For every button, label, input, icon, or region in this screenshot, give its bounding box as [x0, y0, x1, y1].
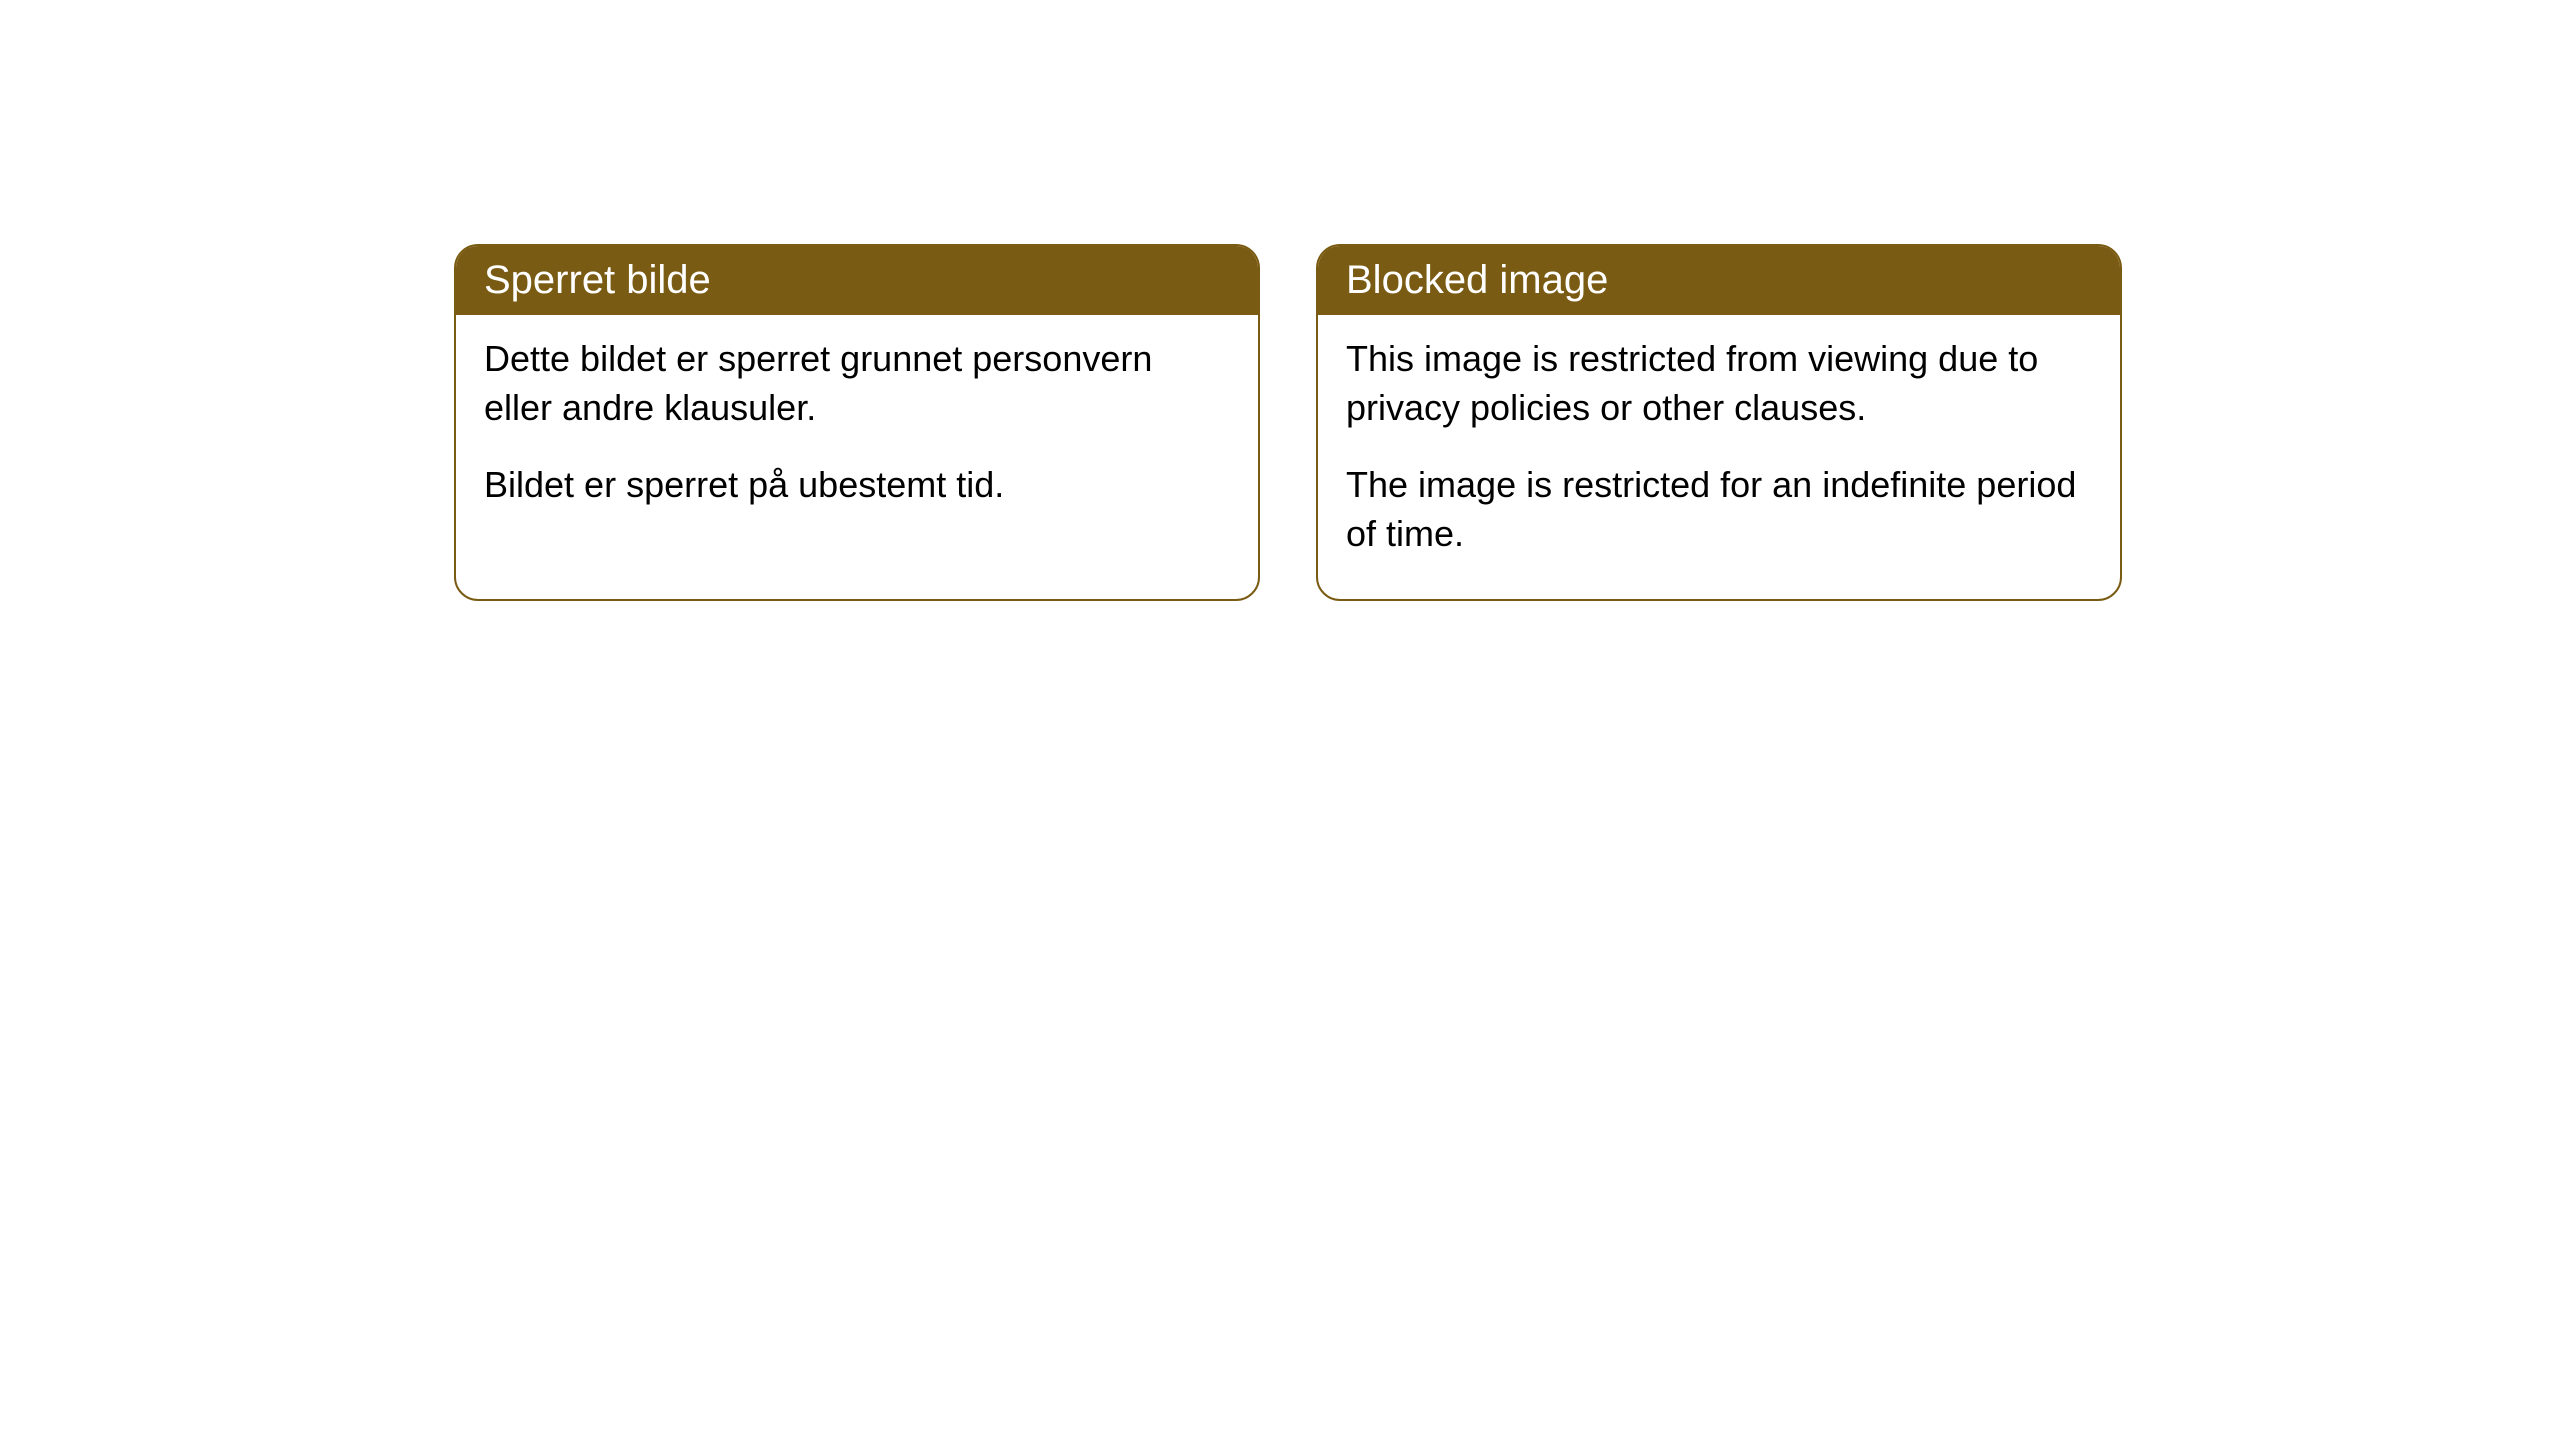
notice-card-norwegian: Sperret bilde Dette bildet er sperret gr…	[454, 244, 1260, 601]
card-header: Blocked image	[1318, 246, 2120, 315]
notice-card-english: Blocked image This image is restricted f…	[1316, 244, 2122, 601]
card-header: Sperret bilde	[456, 246, 1258, 315]
notice-cards-container: Sperret bilde Dette bildet er sperret gr…	[454, 244, 2122, 601]
card-body: This image is restricted from viewing du…	[1318, 315, 2120, 599]
card-paragraph: Bildet er sperret på ubestemt tid.	[484, 461, 1230, 510]
card-paragraph: Dette bildet er sperret grunnet personve…	[484, 335, 1230, 433]
card-paragraph: The image is restricted for an indefinit…	[1346, 461, 2092, 559]
card-body: Dette bildet er sperret grunnet personve…	[456, 315, 1258, 550]
card-paragraph: This image is restricted from viewing du…	[1346, 335, 2092, 433]
